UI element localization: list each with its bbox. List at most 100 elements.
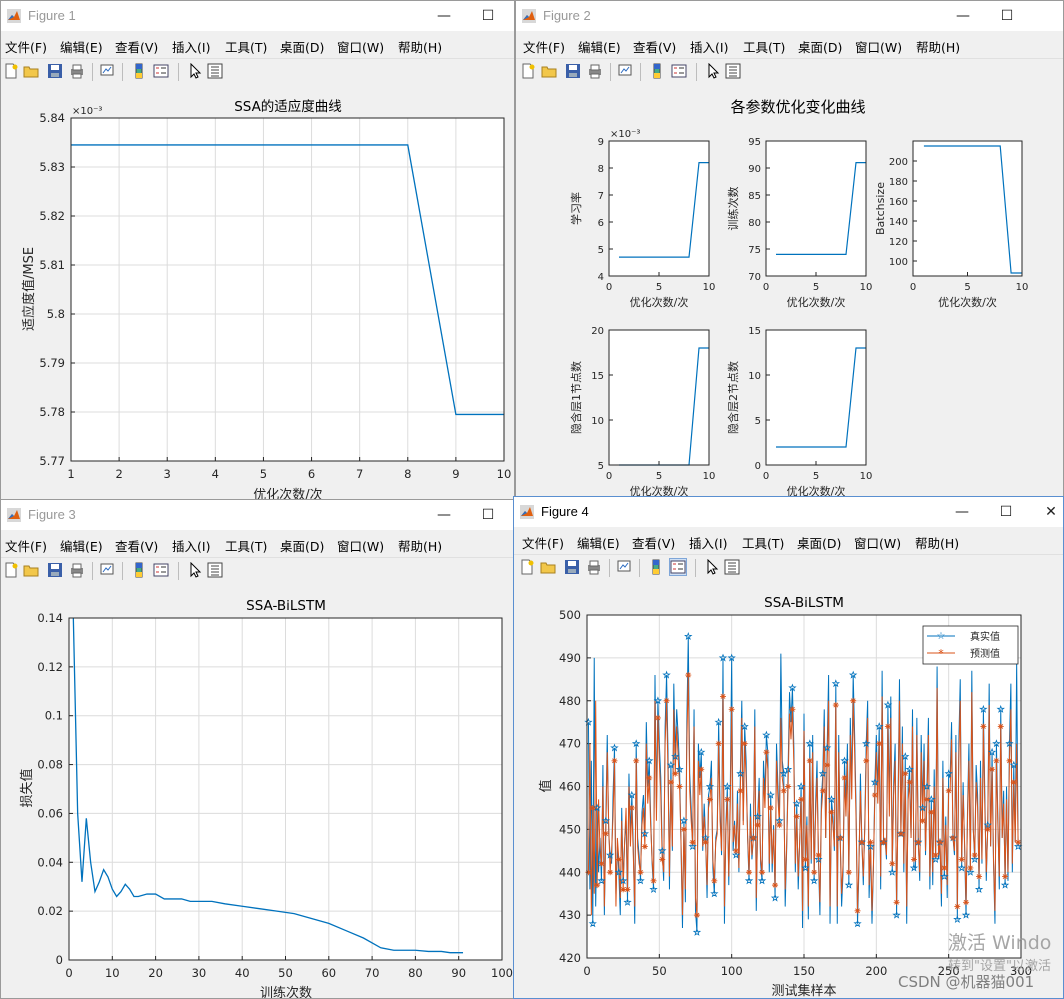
menu-file[interactable]: 文件(F) [522,536,564,551]
open-icon[interactable] [540,559,556,575]
link-plot-icon[interactable] [99,562,115,578]
figure-4-titlebar[interactable]: Figure 4 — ☐ ✕ [514,497,1063,527]
save-icon[interactable] [564,559,580,575]
legend[interactable]: ☆ 真实值 * 预测值 [922,625,1019,665]
menu-view[interactable]: 查看(V) [633,40,677,55]
data-point [770,893,780,902]
menu-view[interactable]: 查看(V) [115,40,159,55]
print-icon[interactable] [587,63,603,79]
data-point [1009,760,1018,769]
menu-file[interactable]: 文件(F) [5,539,47,554]
x-tick-label: 0 [910,282,916,293]
menu-view[interactable]: 查看(V) [115,539,159,554]
y-tick-label: 5.84 [39,111,65,125]
insert-colorbar-icon[interactable] [648,559,664,575]
menu-tools[interactable]: 工具(T) [225,539,268,554]
save-icon[interactable] [565,63,581,79]
menu-insert[interactable]: 插入(I) [172,539,211,554]
legend-marker-asterisk-icon: * [938,647,944,660]
menu-view[interactable]: 查看(V) [632,536,676,551]
save-icon[interactable] [47,63,63,79]
menu-file[interactable]: 文件(F) [5,40,47,55]
save-icon[interactable] [47,562,63,578]
minimize-button[interactable]: — [437,507,451,523]
menu-help[interactable]: 帮助(H) [916,40,961,55]
maximize-button[interactable]: ☐ [1000,8,1014,24]
maximize-button[interactable]: ☐ [481,507,495,523]
menu-window[interactable]: 窗口(W) [855,40,903,55]
insert-colorbar-icon[interactable] [649,63,665,79]
data-point [766,790,775,799]
maximize-button[interactable]: ☐ [481,8,495,24]
maximize-button[interactable]: ☐ [999,504,1013,520]
menu-window[interactable]: 窗口(W) [337,539,385,554]
data-point [798,796,805,803]
menu-file[interactable]: 文件(F) [523,40,565,55]
insert-colorbar-icon[interactable] [131,562,147,578]
new-figure-icon[interactable] [519,559,535,575]
open-icon[interactable] [23,562,39,578]
menu-window[interactable]: 窗口(W) [337,40,385,55]
minimize-button[interactable]: — [955,504,969,520]
new-figure-icon[interactable] [3,562,19,578]
menu-tools[interactable]: 工具(T) [742,536,785,551]
insert-legend-icon[interactable] [669,558,687,576]
minimize-button[interactable]: — [437,8,451,24]
property-inspector-icon[interactable] [724,559,740,575]
insert-legend-icon[interactable] [671,63,687,79]
data-point [845,869,852,876]
print-icon[interactable] [586,559,602,575]
figure-2-titlebar[interactable]: Figure 2 — ☐ [516,1,1063,31]
menu-insert[interactable]: 插入(I) [172,40,211,55]
menu-edit[interactable]: 编辑(E) [577,536,620,551]
link-plot-icon[interactable] [99,63,115,79]
y-tick-label: 10 [591,416,604,427]
menu-window[interactable]: 窗口(W) [854,536,902,551]
print-icon[interactable] [69,63,85,79]
open-icon[interactable] [23,63,39,79]
x-axis-label: 训练次数 [260,985,312,999]
property-inspector-icon[interactable] [207,63,223,79]
data-point [783,765,793,773]
menu-desktop[interactable]: 桌面(D) [280,539,325,554]
data-point [728,706,735,713]
insert-colorbar-icon[interactable] [131,63,147,79]
property-inspector-icon[interactable] [725,63,741,79]
print-icon[interactable] [69,562,85,578]
close-button[interactable]: ✕ [1045,504,1057,520]
x-tick-label: 8 [404,467,411,481]
x-tick-label: 0 [606,282,612,293]
figure-1-titlebar[interactable]: Figure 1 — ☐ [1,1,514,31]
new-figure-icon[interactable] [520,63,536,79]
figure-3-titlebar[interactable]: Figure 3 — ☐ [1,500,514,530]
menu-desktop[interactable]: 桌面(D) [280,40,325,55]
menu-insert[interactable]: 插入(I) [690,40,729,55]
edit-plot-icon[interactable] [704,559,720,575]
menu-insert[interactable]: 插入(I) [689,536,728,551]
property-inspector-icon[interactable] [207,562,223,578]
matlab-logo-icon [522,9,536,23]
menu-edit[interactable]: 编辑(E) [578,40,621,55]
edit-plot-icon[interactable] [705,63,721,79]
edit-plot-icon[interactable] [187,63,203,79]
minimize-button[interactable]: — [956,8,970,24]
menu-desktop[interactable]: 桌面(D) [797,536,842,551]
menu-edit[interactable]: 编辑(E) [60,40,103,55]
new-figure-icon[interactable] [3,63,19,79]
link-plot-icon[interactable] [616,559,632,575]
insert-legend-icon[interactable] [153,63,169,79]
menu-desktop[interactable]: 桌面(D) [798,40,843,55]
link-plot-icon[interactable] [617,63,633,79]
data-point [854,907,861,914]
data-point [814,855,823,863]
menu-help[interactable]: 帮助(H) [398,539,443,554]
menu-tools[interactable]: 工具(T) [225,40,268,55]
open-icon[interactable] [541,63,557,79]
menu-help[interactable]: 帮助(H) [915,536,960,551]
edit-plot-icon[interactable] [187,562,203,578]
data-point [848,670,858,679]
menu-help[interactable]: 帮助(H) [398,40,443,55]
insert-legend-icon[interactable] [153,562,169,578]
menu-tools[interactable]: 工具(T) [743,40,786,55]
menu-edit[interactable]: 编辑(E) [60,539,103,554]
